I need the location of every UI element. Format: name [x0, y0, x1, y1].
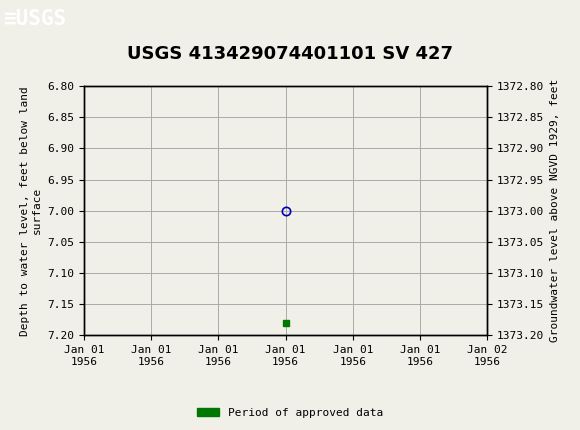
- Text: ≡USGS: ≡USGS: [3, 9, 66, 29]
- Y-axis label: Groundwater level above NGVD 1929, feet: Groundwater level above NGVD 1929, feet: [550, 79, 560, 342]
- Y-axis label: Depth to water level, feet below land
surface: Depth to water level, feet below land su…: [20, 86, 42, 335]
- Text: USGS 413429074401101 SV 427: USGS 413429074401101 SV 427: [127, 45, 453, 63]
- Legend: Period of approved data: Period of approved data: [193, 403, 387, 422]
